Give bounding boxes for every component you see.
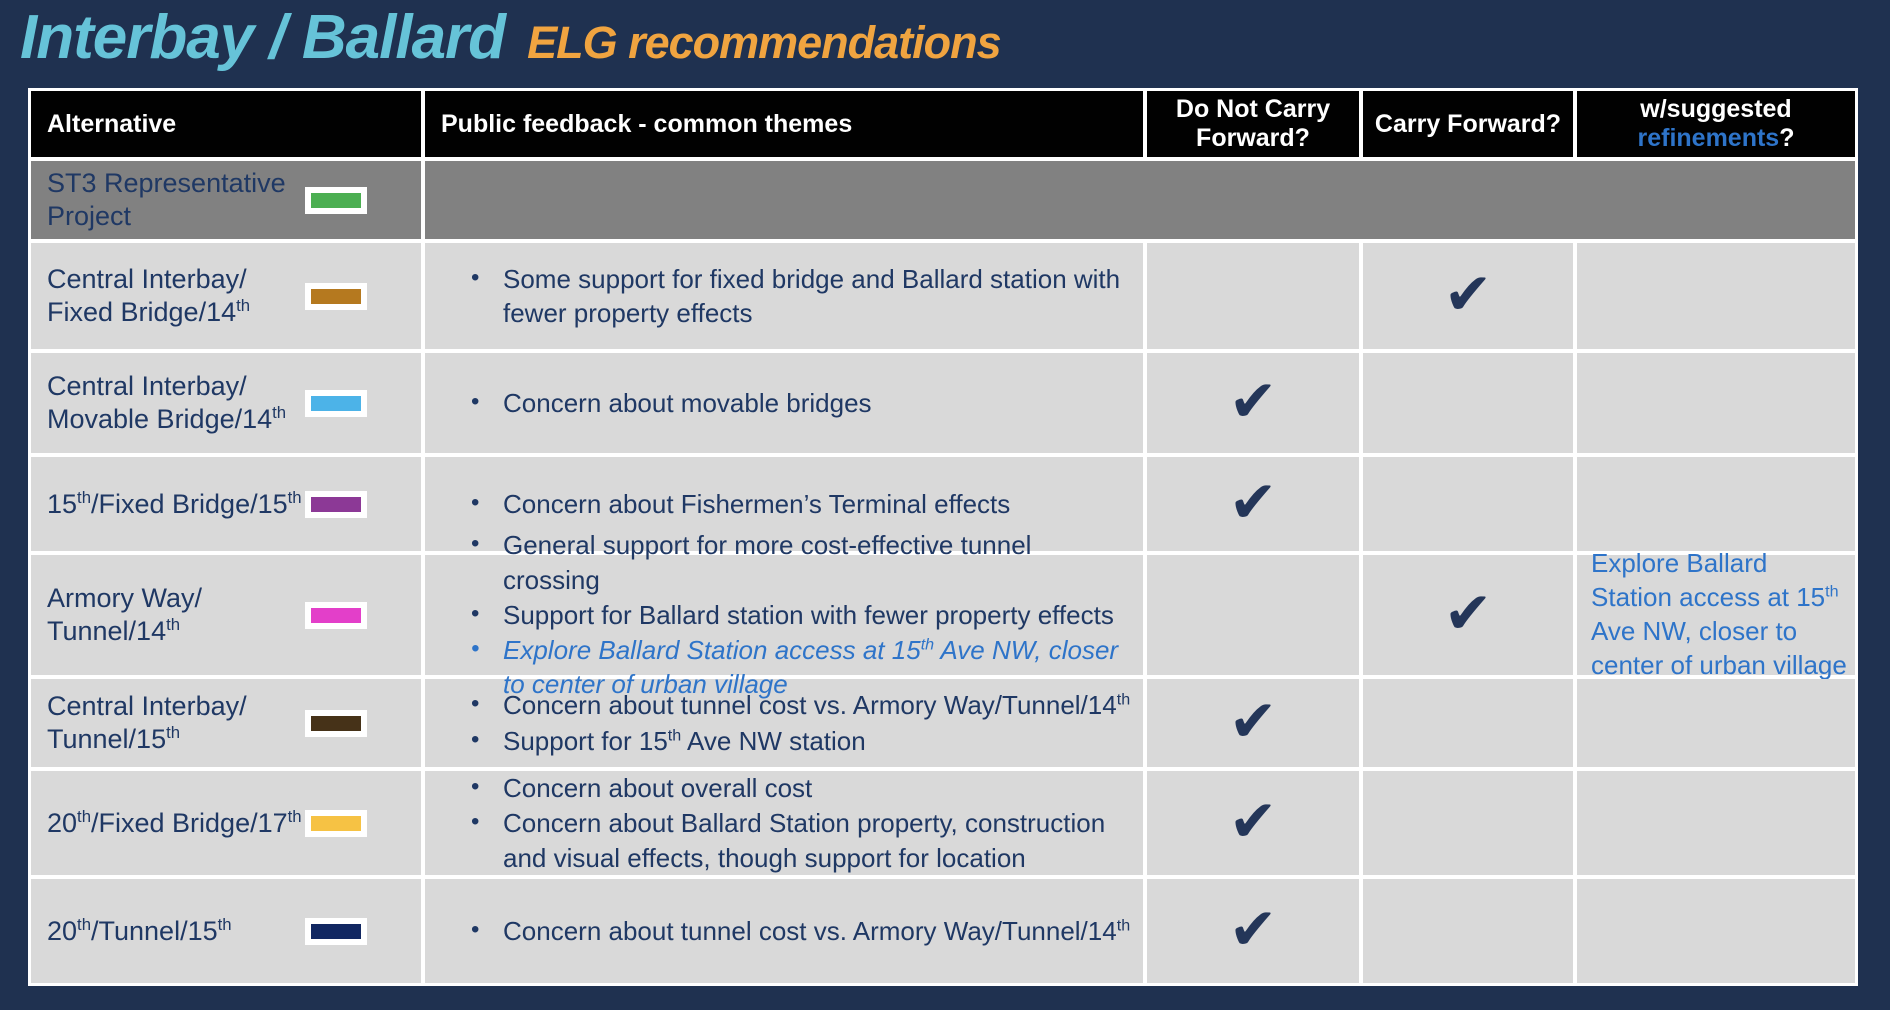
carry-forward-cell: [1363, 679, 1573, 767]
refinements-cell: [1577, 771, 1855, 875]
do-not-carry-cell: ✔: [1147, 353, 1359, 453]
feedback-bullet: Concern about Ballard Station property, …: [463, 806, 1135, 875]
alternative-cell: 20th/Tunnel/15th: [31, 879, 421, 983]
refinements-header-text: w/suggested refinements?: [1637, 95, 1795, 152]
alternative-cell: 20th/Fixed Bridge/17th: [31, 771, 421, 875]
carry-forward-cell: [1363, 771, 1573, 875]
color-swatch: [305, 601, 367, 629]
merged-empty-cell: [425, 161, 1855, 239]
feedback-cell: Concern about overall cost Concern about…: [425, 771, 1143, 875]
carry-forward-cell: [1363, 457, 1573, 551]
checkmark-icon: ✔: [1228, 895, 1278, 963]
refinements-cell: [1577, 243, 1855, 349]
alternative-label: Central Interbay/Fixed Bridge/14th: [47, 264, 251, 327]
column-header-carry: Carry Forward?: [1363, 91, 1573, 157]
alternative-cell: 15th/Fixed Bridge/15th: [31, 457, 421, 551]
color-swatch: [305, 709, 367, 737]
feedback-bullet: Concern about Fishermen’s Terminal effec…: [463, 487, 1135, 521]
refinements-cell: [1577, 879, 1855, 983]
feedback-cell: Concern about tunnel cost vs. Armory Way…: [425, 679, 1143, 767]
alternative-label: 20th/Fixed Bridge/17th: [47, 806, 302, 838]
color-swatch: [305, 809, 367, 837]
alternative-cell: Central Interbay/Movable Bridge/14th: [31, 353, 421, 453]
feedback-bullet: Concern about overall cost: [463, 771, 1135, 805]
feedback-bullet: Concern about tunnel cost vs. Armory Way…: [463, 688, 1135, 722]
title-subtitle: ELG recommendations: [527, 17, 1002, 68]
checkmark-icon: ✔: [1228, 367, 1278, 435]
page-title: Interbay / Ballard ELG recommendations: [20, 2, 1002, 73]
checkmark-icon: ✔: [1228, 687, 1278, 755]
carry-forward-cell: [1363, 879, 1573, 983]
column-header-refinements: w/suggested refinements?: [1577, 91, 1855, 157]
feedback-cell: General support for more cost-effective …: [425, 528, 1143, 699]
color-swatch: [305, 490, 367, 518]
feedback-cell: Some support for fixed bridge and Ballar…: [425, 243, 1143, 349]
refinements-cell: [1577, 353, 1855, 453]
color-swatch: [305, 282, 367, 310]
do-not-carry-cell: [1147, 555, 1359, 675]
alternative-cell: ST3 Representative Project: [31, 161, 421, 239]
feedback-bullet: Some support for fixed bridge and Ballar…: [463, 262, 1135, 331]
column-header-alternative: Alternative: [31, 91, 421, 157]
feedback-bullet: Support for 15th Ave NW station: [463, 724, 1135, 758]
column-header-do-not-carry: Do Not Carry Forward?: [1147, 91, 1359, 157]
feedback-bullet: General support for more cost-effective …: [463, 528, 1135, 597]
carry-forward-cell: ✔: [1363, 243, 1573, 349]
carry-forward-cell: [1363, 353, 1573, 453]
feedback-bullet: Concern about tunnel cost vs. Armory Way…: [463, 914, 1135, 948]
carry-forward-cell: ✔: [1363, 555, 1573, 675]
checkmark-icon: ✔: [1443, 260, 1493, 328]
alternative-label: 20th/Tunnel/15th: [47, 914, 232, 946]
alternative-label: 15th/Fixed Bridge/15th: [47, 487, 302, 519]
color-swatch: [305, 917, 367, 945]
column-header-feedback: Public feedback - common themes: [425, 91, 1143, 157]
alternative-label: ST3 Representative Project: [47, 168, 286, 231]
feedback-cell: Concern about movable bridges: [425, 353, 1143, 453]
checkmark-icon: ✔: [1443, 579, 1493, 647]
checkmark-icon: ✔: [1228, 468, 1278, 536]
color-swatch: [305, 186, 367, 214]
refinements-cell: Explore Ballard Station access at 15th A…: [1577, 548, 1855, 680]
checkmark-icon: ✔: [1228, 787, 1278, 855]
alternative-label: Central Interbay/Tunnel/15th: [47, 691, 247, 754]
alternative-cell: Central Interbay/Fixed Bridge/14th: [31, 243, 421, 349]
alternative-cell: Armory Way/Tunnel/14th: [31, 555, 421, 675]
feedback-bullet: Support for Ballard station with fewer p…: [463, 598, 1135, 632]
do-not-carry-cell: ✔: [1147, 679, 1359, 767]
title-main: Interbay / Ballard: [20, 3, 506, 72]
refinements-word: refinements: [1637, 124, 1780, 152]
do-not-carry-cell: ✔: [1147, 457, 1359, 551]
refinements-cell: [1577, 679, 1855, 767]
do-not-carry-cell: ✔: [1147, 879, 1359, 983]
alternative-label: Central Interbay/Movable Bridge/14th: [47, 371, 287, 434]
feedback-bullet: Concern about movable bridges: [463, 386, 1135, 420]
alternative-label: Armory Way/Tunnel/14th: [47, 583, 202, 646]
feedback-bullet-refinement: Explore Ballard Station access at 15th A…: [463, 633, 1135, 702]
do-not-carry-cell: ✔: [1147, 771, 1359, 875]
do-not-carry-cell: [1147, 243, 1359, 349]
refinements-cell: [1577, 457, 1855, 551]
alternative-cell: Central Interbay/Tunnel/15th: [31, 679, 421, 767]
recommendations-table: Alternative Public feedback - common the…: [28, 88, 1858, 986]
color-swatch: [305, 389, 367, 417]
feedback-cell: Concern about tunnel cost vs. Armory Way…: [425, 879, 1143, 983]
